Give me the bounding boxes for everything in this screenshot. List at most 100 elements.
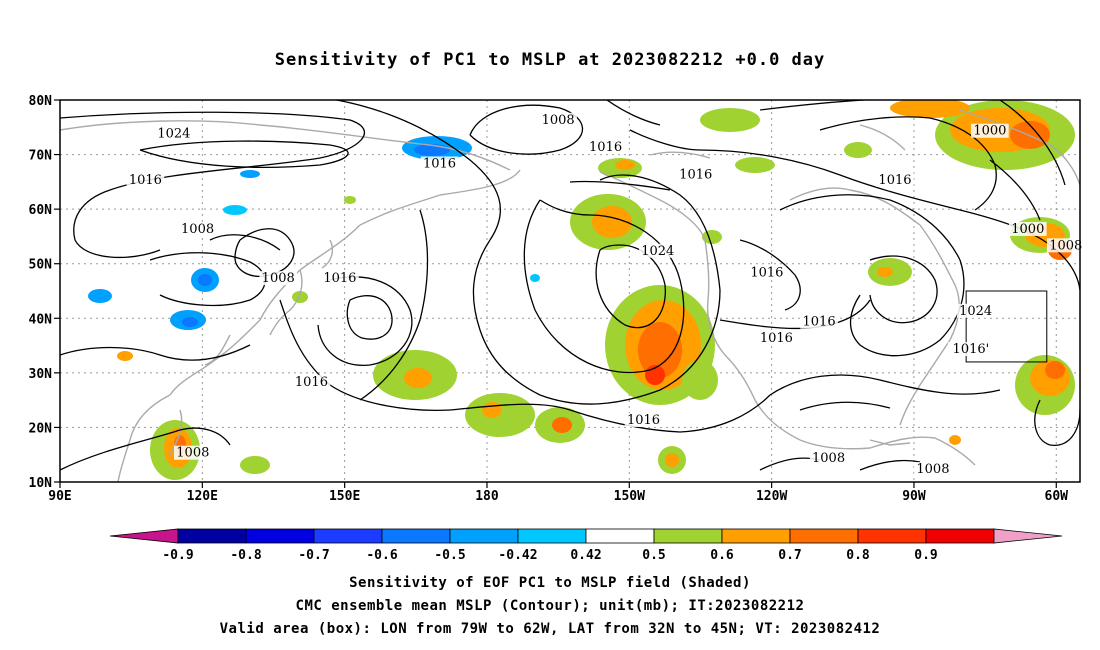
colorbar-segment: [789, 528, 859, 544]
contour-label: 1008: [262, 271, 295, 286]
lat-tick-label: 80N: [29, 94, 53, 109]
sensitivity-shading: [88, 100, 1075, 480]
colorbar-segment: [857, 528, 927, 544]
colorbar-label: 0.5: [642, 548, 665, 563]
contour-label-bg: [676, 167, 715, 182]
contour-label: 1016: [323, 271, 356, 286]
contour-label-bg: [638, 243, 677, 258]
map-title: Sensitivity of PC1 to MSLP at 2023082212…: [274, 50, 826, 70]
contour-label-bg: [1009, 221, 1047, 236]
colorbar-segment: [177, 528, 247, 544]
colorbar-label: 0.6: [710, 548, 734, 563]
colorbar-segment: [653, 528, 723, 544]
colorbar-segment: [517, 528, 587, 544]
lon-tick-label: 90W: [902, 489, 926, 504]
colorbar-label: -0.7: [298, 548, 329, 563]
colorbar-label: -0.8: [230, 548, 261, 563]
contour-label: 1016: [295, 375, 328, 390]
lat-tick-label: 70N: [29, 149, 53, 164]
contour-label-bg: [321, 271, 359, 286]
contour-label: 1024: [959, 304, 992, 319]
lat-tick-label: 50N: [29, 258, 53, 273]
contour-label-bg: [748, 265, 786, 280]
colorbar-segment: [925, 528, 995, 544]
caption-shading: Sensitivity of EOF PC1 to MSLP field (Sh…: [349, 575, 751, 591]
colorbar-high-arrow: [993, 528, 1063, 544]
contour-label-bg: [876, 172, 914, 187]
contour-labels: 1008 1024 1016 1016 1016 1016 1016 1000 1008 1000…: [126, 112, 1085, 477]
contour-label: 1008: [181, 222, 214, 237]
map-frame: [59, 99, 1081, 483]
contour-label-bg: [947, 342, 994, 357]
caption-contour: CMC ensemble mean MSLP (Contour); unit(m…: [295, 598, 805, 614]
contour-label: 1000: [973, 124, 1006, 139]
contour-label: 1008: [542, 113, 575, 128]
contour-label: 1008: [916, 462, 949, 477]
lon-tick-label: 150W: [614, 489, 645, 504]
colorbar-label: 0.7: [778, 548, 801, 563]
lat-tick-label: 10N: [29, 476, 53, 491]
colorbar-label: -0.5: [434, 548, 465, 563]
contour-label: 1016: [627, 413, 660, 428]
caption-valid-area: Valid area (box): LON from 79W to 62W, L…: [219, 621, 881, 637]
valid-area-box: [965, 290, 1048, 363]
contour-label-bg: [956, 303, 995, 318]
contour-label-bg: [809, 451, 848, 466]
contour-label-bg: [539, 112, 577, 127]
colorbar: -0.9 -0.8 -0.7 -0.6 -0.5 -0.42 0.42 0.5 0.6 0.7 0.…: [109, 528, 1063, 563]
contour-label-bg: [800, 314, 838, 329]
contour-label-bg: [624, 412, 663, 427]
lat-tick-label: 40N: [29, 312, 53, 327]
contour-label-bg: [292, 374, 331, 389]
contour-label-bg: [971, 123, 1009, 138]
lat-tick-label: 20N: [29, 421, 53, 436]
contour-label-bg: [1046, 238, 1085, 253]
contour-label-bg: [174, 445, 212, 460]
contour-label: 1008: [1049, 238, 1082, 253]
colorbar-segment: [381, 528, 451, 544]
lon-tick-label: 60W: [1045, 489, 1069, 504]
contour-label: 1016: [423, 156, 456, 171]
contour-label: 1000: [1011, 222, 1044, 237]
colorbar-segment: [313, 528, 383, 544]
lon-tick-label: 90E: [48, 489, 71, 504]
colorbar-segment: [245, 528, 315, 544]
lon-tick-label: 120E: [187, 489, 218, 504]
lon-tick-label: 150E: [329, 489, 360, 504]
colorbar-low-arrow: [109, 528, 179, 544]
contour-label: 1016: [760, 331, 793, 346]
lon-tick-label: 180: [475, 489, 499, 504]
contour-label: 1016: [589, 140, 622, 155]
colorbar-segment: [721, 528, 791, 544]
colorbar-label: -0.9: [162, 548, 193, 563]
contour-label: 1008: [812, 451, 845, 466]
colorbar-label: -0.42: [498, 548, 537, 563]
contour-label-bg: [914, 462, 952, 477]
colorbar-label: 0.8: [846, 548, 870, 563]
lat-tick-label: 30N: [29, 367, 53, 382]
contour-label-bg: [178, 221, 217, 236]
lon-tick-label: 120W: [756, 489, 787, 504]
colorbar-label: -0.6: [366, 548, 397, 563]
contour-label-bg: [259, 271, 298, 286]
contour-label-bg: [155, 126, 193, 141]
contour-label: 1024: [157, 126, 190, 141]
contour-label: 1016: [679, 167, 712, 182]
colorbar-segment: [449, 528, 519, 544]
contour-label-bg: [586, 140, 625, 155]
colorbar-label: 0.9: [914, 548, 937, 563]
contour-label-bg: [757, 331, 796, 346]
contour-label: 1016: [750, 266, 783, 281]
contour-label: 1008: [176, 446, 209, 461]
coastlines: [60, 109, 1080, 482]
contour-label: 1016': [953, 342, 990, 357]
colorbar-label: 0.42: [570, 548, 601, 563]
contour-label-bg: [420, 156, 459, 171]
contour-label: 1016: [129, 173, 162, 188]
contour-label: 1016: [803, 315, 836, 330]
contour-label-bg: [126, 172, 165, 187]
colorbar-segment: [585, 528, 655, 544]
lat-tick-label: 60N: [29, 203, 53, 218]
